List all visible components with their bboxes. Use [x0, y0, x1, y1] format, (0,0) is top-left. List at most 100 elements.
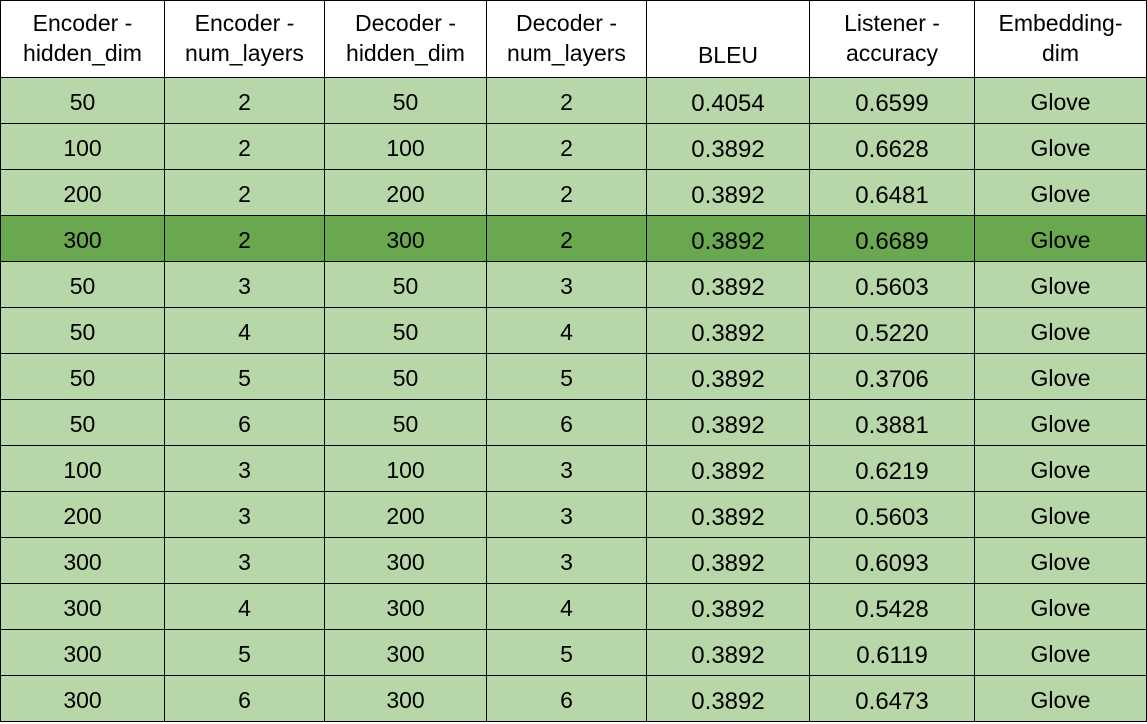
encoder-hidden-dim-cell: 300 [0, 630, 165, 676]
bleu-cell: 0.3892 [647, 584, 810, 630]
encoder-hidden-dim-cell: 100 [0, 124, 165, 170]
decoder-hidden-dim-cell: 100 [325, 446, 487, 492]
header-line: Encoder - [32, 10, 133, 37]
encoder-num-layers-cell: 2 [165, 170, 325, 216]
decoder-num-layers-cell: 2 [487, 170, 647, 216]
encoder-num-layers-cell: 2 [165, 216, 325, 262]
header-line: hidden_dim [346, 40, 465, 66]
embedding-dim-cell: Glove [975, 492, 1147, 538]
decoder-num-layers-cell: 3 [487, 262, 647, 308]
decoder-hidden-dim-cell: 100 [325, 124, 487, 170]
encoder-num-layers-cell: 5 [165, 630, 325, 676]
bleu-cell: 0.3892 [647, 630, 810, 676]
encoder-hidden-dim-cell: 300 [0, 676, 165, 722]
encoder-hidden-dim-cell: 100 [0, 446, 165, 492]
decoder-num-layers-cell: 6 [487, 676, 647, 722]
bleu-cell: 0.3892 [647, 170, 810, 216]
decoder-num-layers-cell: 2 [487, 216, 647, 262]
listener-accuracy-cell: 0.6689 [810, 216, 975, 262]
embedding-dim-cell: Glove [975, 676, 1147, 722]
header-encoder-num-layers: Encoder - num_layers [165, 0, 325, 78]
encoder-hidden-dim-cell: 200 [0, 492, 165, 538]
decoder-num-layers-cell: 3 [487, 446, 647, 492]
embedding-dim-cell: Glove [975, 308, 1147, 354]
embedding-dim-cell: Glove [975, 170, 1147, 216]
encoder-hidden-dim-cell: 50 [0, 400, 165, 446]
listener-accuracy-cell: 0.6473 [810, 676, 975, 722]
header-listener-accuracy: Listener - accuracy [810, 0, 975, 78]
bleu-cell: 0.3892 [647, 124, 810, 170]
encoder-num-layers-cell: 2 [165, 78, 325, 124]
encoder-hidden-dim-cell: 50 [0, 354, 165, 400]
header-line: Listener - [844, 10, 940, 37]
decoder-num-layers-cell: 2 [487, 78, 647, 124]
bleu-cell: 0.3892 [647, 676, 810, 722]
decoder-num-layers-cell: 4 [487, 308, 647, 354]
bleu-cell: 0.3892 [647, 308, 810, 354]
header-decoder-num-layers: Decoder - num_layers [487, 0, 647, 78]
encoder-hidden-dim-cell: 200 [0, 170, 165, 216]
embedding-dim-cell: Glove [975, 630, 1147, 676]
embedding-dim-cell: Glove [975, 262, 1147, 308]
decoder-num-layers-cell: 3 [487, 538, 647, 584]
header-line: BLEU [697, 42, 759, 69]
header-line: hidden_dim [23, 40, 142, 66]
embedding-dim-cell: Glove [975, 584, 1147, 630]
decoder-num-layers-cell: 2 [487, 124, 647, 170]
decoder-hidden-dim-cell: 50 [325, 78, 487, 124]
header-line: num_layers [507, 40, 626, 66]
embedding-dim-cell: Glove [975, 124, 1147, 170]
listener-accuracy-cell: 0.5603 [810, 492, 975, 538]
embedding-dim-cell: Glove [975, 78, 1147, 124]
header-line: dim [1041, 40, 1080, 66]
header-line: accuracy [845, 40, 939, 66]
encoder-hidden-dim-cell: 300 [0, 216, 165, 262]
header-bleu: BLEU [647, 0, 810, 78]
listener-accuracy-cell: 0.3881 [810, 400, 975, 446]
encoder-num-layers-cell: 2 [165, 124, 325, 170]
listener-accuracy-cell: 0.5603 [810, 262, 975, 308]
header-line: Decoder - [516, 10, 617, 37]
decoder-num-layers-cell: 4 [487, 584, 647, 630]
encoder-num-layers-cell: 6 [165, 676, 325, 722]
listener-accuracy-cell: 0.5428 [810, 584, 975, 630]
listener-accuracy-cell: 0.6628 [810, 124, 975, 170]
decoder-hidden-dim-cell: 300 [325, 676, 487, 722]
embedding-dim-cell: Glove [975, 216, 1147, 262]
decoder-num-layers-cell: 6 [487, 400, 647, 446]
decoder-hidden-dim-cell: 50 [325, 400, 487, 446]
header-decoder-hidden-dim: Decoder - hidden_dim [325, 0, 487, 78]
decoder-hidden-dim-cell: 300 [325, 584, 487, 630]
bleu-cell: 0.3892 [647, 446, 810, 492]
encoder-hidden-dim-cell: 300 [0, 584, 165, 630]
encoder-num-layers-cell: 4 [165, 308, 325, 354]
embedding-dim-cell: Glove [975, 354, 1147, 400]
encoder-num-layers-cell: 3 [165, 538, 325, 584]
listener-accuracy-cell: 0.6093 [810, 538, 975, 584]
header-line: Embedding- [998, 10, 1123, 37]
decoder-hidden-dim-cell: 300 [325, 630, 487, 676]
bleu-cell: 0.3892 [647, 400, 810, 446]
bleu-cell: 0.3892 [647, 262, 810, 308]
decoder-num-layers-cell: 3 [487, 492, 647, 538]
encoder-num-layers-cell: 4 [165, 584, 325, 630]
decoder-hidden-dim-cell: 200 [325, 492, 487, 538]
encoder-num-layers-cell: 5 [165, 354, 325, 400]
decoder-hidden-dim-cell: 200 [325, 170, 487, 216]
encoder-num-layers-cell: 3 [165, 446, 325, 492]
decoder-hidden-dim-cell: 300 [325, 216, 487, 262]
decoder-num-layers-cell: 5 [487, 630, 647, 676]
encoder-hidden-dim-cell: 300 [0, 538, 165, 584]
decoder-hidden-dim-cell: 50 [325, 354, 487, 400]
encoder-num-layers-cell: 6 [165, 400, 325, 446]
bleu-cell: 0.3892 [647, 354, 810, 400]
listener-accuracy-cell: 0.6219 [810, 446, 975, 492]
listener-accuracy-cell: 0.6119 [810, 630, 975, 676]
embedding-dim-cell: Glove [975, 400, 1147, 446]
bleu-cell: 0.3892 [647, 216, 810, 262]
encoder-num-layers-cell: 3 [165, 492, 325, 538]
decoder-num-layers-cell: 5 [487, 354, 647, 400]
encoder-hidden-dim-cell: 50 [0, 262, 165, 308]
header-line: Encoder - [194, 10, 295, 37]
